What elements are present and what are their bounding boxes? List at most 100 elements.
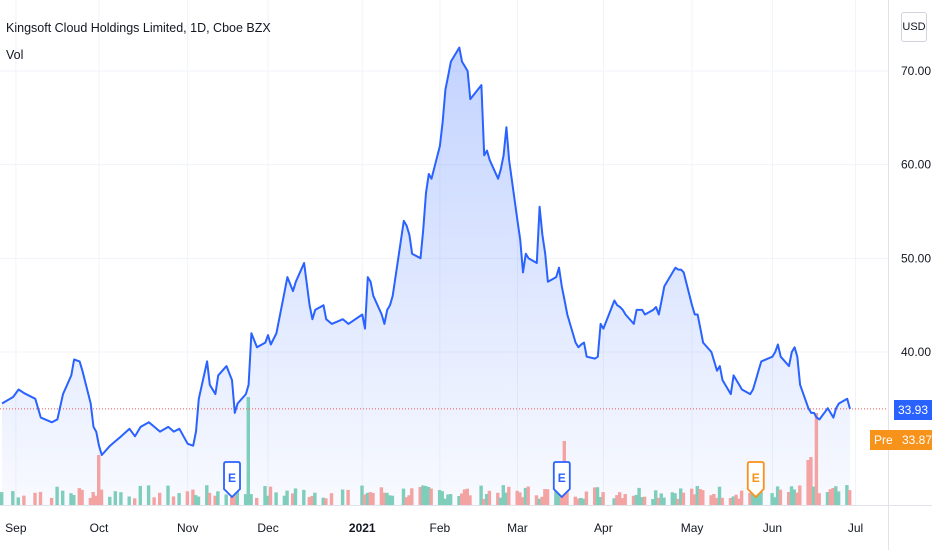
volume-bar [77, 488, 81, 505]
volume-bar [410, 488, 414, 505]
volume-bar [692, 494, 697, 505]
earnings-marker-label: E [228, 471, 236, 485]
volume-bar [523, 487, 528, 505]
volume-bar [615, 495, 619, 505]
volume-bar [49, 497, 54, 505]
volume-bar [307, 497, 311, 505]
volume-bar [293, 488, 298, 505]
volume-bar [825, 492, 830, 505]
volume-bar [759, 491, 763, 505]
volume-bar [554, 489, 558, 505]
volume-bar [282, 495, 287, 505]
volume-bar [97, 455, 101, 505]
x-tick-label: 2021 [349, 521, 376, 535]
volume-bar [138, 485, 142, 505]
volume-bar [496, 492, 500, 505]
price-line [1, 46, 851, 456]
last-price-value: 33.93 [893, 400, 932, 420]
volume-bar [310, 495, 314, 505]
volume-bar [681, 492, 686, 505]
volume-bar [690, 488, 694, 505]
volume-bar [485, 494, 489, 505]
last-price-badge: 33.93 [870, 400, 932, 420]
volume-bar [468, 495, 472, 505]
volume-bar [443, 498, 447, 505]
volume-bar [133, 498, 137, 505]
y-tick-label: 50.00 [901, 251, 931, 265]
volume-bar [737, 498, 741, 505]
volume-bar [584, 491, 589, 505]
volume-bar [55, 486, 59, 505]
volume-bar [526, 486, 530, 505]
earnings-marker[interactable]: E [746, 461, 765, 499]
earnings-marker-shape [552, 461, 571, 499]
volume-bar [363, 494, 367, 505]
chart-title: Kingsoft Cloud Holdings Limited, 1D, Cbo… [6, 21, 271, 35]
volume-bar [263, 486, 267, 505]
volume-bar [194, 495, 198, 505]
volume-bar [266, 495, 270, 505]
volume-bar [620, 498, 625, 505]
volume-bar [798, 485, 802, 505]
volume-bar [407, 495, 411, 505]
premarket-price-badge: Pre 33.87 [870, 430, 932, 450]
x-tick-label: Jul [848, 521, 863, 535]
x-tick-label: Nov [177, 521, 198, 535]
volume-bar [424, 486, 428, 505]
volume-bar [701, 490, 705, 505]
earnings-marker-shape [746, 461, 765, 499]
x-tick-label: May [681, 521, 704, 535]
volume-bar [637, 487, 641, 505]
volume-bar [94, 495, 98, 505]
currency-button[interactable]: USD [901, 12, 927, 42]
volume-bar [457, 496, 461, 505]
volume-bar [695, 486, 699, 505]
volume-bar [255, 497, 259, 505]
volume-bar [501, 485, 505, 505]
earnings-marker[interactable]: E [223, 461, 241, 499]
volume-bar [177, 493, 181, 505]
volume-bar [482, 498, 486, 505]
volume-bar [437, 490, 442, 505]
volume-bar [418, 487, 422, 505]
price-line-group [0, 46, 888, 456]
volume-bar [792, 489, 796, 505]
volume-bar [152, 497, 156, 505]
earnings-marker[interactable]: E [552, 461, 571, 499]
volume-bar [576, 498, 580, 505]
volume-bar [91, 492, 95, 505]
volume-bar [324, 498, 328, 505]
volume-bar [158, 492, 162, 505]
premarket-price-value: 33.87 [901, 433, 932, 447]
volume-bar [504, 492, 508, 505]
volume-bar [368, 492, 372, 505]
volume-bar [773, 497, 777, 505]
volume-bar [828, 489, 832, 505]
volume-bar [728, 498, 733, 505]
earnings-marker-label: E [558, 471, 566, 485]
volume-bar [612, 498, 616, 505]
volume-bar [69, 493, 73, 505]
x-tick-label: Dec [257, 521, 278, 535]
volume-bar [789, 486, 794, 505]
volume-bar [775, 486, 780, 505]
volume-bar [715, 497, 719, 505]
volume-bar [848, 490, 852, 505]
volume-bar [598, 497, 602, 505]
volume-bar [731, 496, 735, 505]
volume-bar [274, 492, 278, 505]
volume-bar [479, 485, 483, 505]
volume-bar [205, 485, 209, 505]
volume-bar [291, 493, 295, 505]
volume-bar [831, 488, 835, 505]
volume-bar [559, 495, 564, 505]
volume-bar [385, 492, 389, 505]
volume-bar [371, 492, 375, 505]
volume-bar [285, 490, 289, 505]
volume-bar [579, 497, 583, 505]
x-tick-label: Sep [5, 521, 27, 535]
